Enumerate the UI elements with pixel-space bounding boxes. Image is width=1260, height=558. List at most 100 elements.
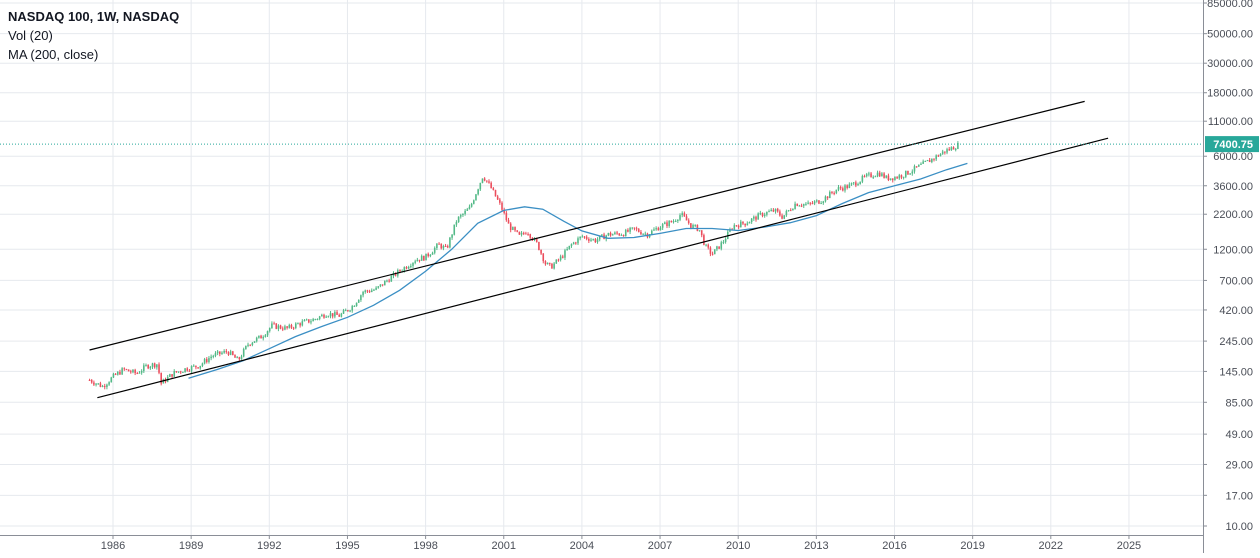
y-tick-label: 2200.00 bbox=[1213, 209, 1253, 221]
candle-body bbox=[614, 232, 616, 235]
candle-body bbox=[798, 205, 801, 207]
candle-body bbox=[839, 187, 842, 189]
candle-body bbox=[203, 359, 206, 364]
candle-body bbox=[275, 323, 278, 329]
x-tick-label: 1992 bbox=[257, 540, 281, 552]
x-tick-label: 2004 bbox=[570, 540, 594, 552]
candle-body bbox=[375, 287, 377, 290]
candle-body bbox=[366, 290, 369, 292]
candle-body bbox=[551, 263, 553, 269]
candle-body bbox=[290, 325, 293, 328]
candle-body bbox=[436, 243, 438, 248]
candle-body bbox=[184, 368, 186, 372]
y-tick-label: 85000.00 bbox=[1207, 0, 1253, 10]
candle-body bbox=[329, 313, 332, 317]
candle-body bbox=[690, 223, 692, 228]
candle-body bbox=[807, 202, 809, 204]
candle-body bbox=[707, 244, 710, 248]
symbol-title[interactable]: NASDAQ 100, 1W, NASDAQ bbox=[8, 9, 180, 24]
candle-body bbox=[885, 175, 888, 178]
candle-body bbox=[247, 344, 249, 346]
candle-body bbox=[548, 262, 551, 264]
candle-body bbox=[937, 155, 940, 157]
candle-body bbox=[852, 182, 855, 184]
candle-body bbox=[542, 253, 545, 262]
candle-body bbox=[151, 363, 154, 367]
candle-body bbox=[331, 313, 334, 317]
y-tick-label: 30000.00 bbox=[1207, 58, 1253, 70]
x-tick-label: 1998 bbox=[413, 540, 437, 552]
candle-body bbox=[700, 230, 703, 236]
candle-body bbox=[103, 386, 106, 388]
candle-body bbox=[225, 350, 228, 353]
candle-body bbox=[911, 171, 914, 174]
candle-body bbox=[935, 155, 937, 160]
candle-body bbox=[766, 211, 768, 215]
candle-body bbox=[420, 255, 423, 261]
candle-body bbox=[594, 239, 597, 243]
candle-body bbox=[195, 365, 197, 368]
candle-body bbox=[288, 325, 291, 328]
candle-body bbox=[585, 236, 588, 240]
candle-body bbox=[327, 316, 330, 318]
candle-body bbox=[796, 203, 799, 206]
candle-body bbox=[644, 233, 647, 235]
candle-body bbox=[323, 314, 325, 318]
candle-body bbox=[201, 363, 204, 366]
candle-body bbox=[399, 270, 401, 272]
candle-body bbox=[687, 220, 690, 224]
candle-body bbox=[792, 209, 794, 211]
candle-body bbox=[891, 178, 894, 181]
candle-body bbox=[325, 316, 327, 318]
candle-body bbox=[116, 371, 119, 375]
candle-body bbox=[837, 187, 840, 190]
volume-indicator-label[interactable]: Vol (20) bbox=[8, 28, 53, 43]
candle-body bbox=[386, 280, 388, 282]
candle-body bbox=[909, 173, 911, 175]
y-tick-label: 1200.00 bbox=[1213, 244, 1253, 256]
candle-body bbox=[720, 242, 723, 249]
candle-body bbox=[607, 232, 610, 236]
candle-body bbox=[132, 369, 134, 373]
candle-body bbox=[158, 364, 160, 373]
candle-body bbox=[805, 203, 807, 205]
candle-body bbox=[227, 352, 230, 355]
candle-body bbox=[232, 351, 234, 355]
candle-body bbox=[592, 239, 594, 241]
candle-body bbox=[733, 225, 736, 230]
candle-body bbox=[889, 178, 892, 181]
candle-body bbox=[340, 313, 343, 317]
candle-body bbox=[344, 310, 347, 312]
candle-body bbox=[464, 210, 466, 214]
candle-body bbox=[870, 173, 872, 178]
candle-body bbox=[763, 214, 766, 217]
candle-body bbox=[486, 180, 488, 182]
candle-body bbox=[494, 189, 497, 197]
candle-body bbox=[572, 242, 575, 245]
candle-body bbox=[349, 310, 351, 312]
y-tick-label: 11000.00 bbox=[1208, 116, 1253, 128]
candle-body bbox=[653, 229, 655, 231]
candle-body bbox=[342, 310, 345, 314]
candle-body bbox=[872, 176, 875, 178]
candle-body bbox=[512, 227, 514, 230]
candle-body bbox=[931, 158, 933, 163]
candle-body bbox=[577, 238, 579, 244]
candle-body bbox=[355, 302, 358, 307]
candle-body bbox=[140, 370, 143, 373]
candle-body bbox=[781, 215, 783, 219]
candle-body bbox=[672, 221, 675, 223]
candle-body bbox=[457, 216, 460, 223]
chart-legend: NASDAQ 100, 1W, NASDAQ Vol (20) MA (200,… bbox=[8, 7, 179, 64]
candle-body bbox=[724, 239, 727, 242]
ma-indicator-label[interactable]: MA (200, close) bbox=[8, 47, 99, 62]
candle-body bbox=[694, 224, 697, 226]
candle-body bbox=[347, 310, 349, 312]
candle-body bbox=[236, 357, 238, 359]
candle-body bbox=[952, 147, 955, 150]
candle-body bbox=[292, 327, 295, 329]
candle-body bbox=[451, 234, 453, 238]
candle-body bbox=[357, 299, 360, 303]
